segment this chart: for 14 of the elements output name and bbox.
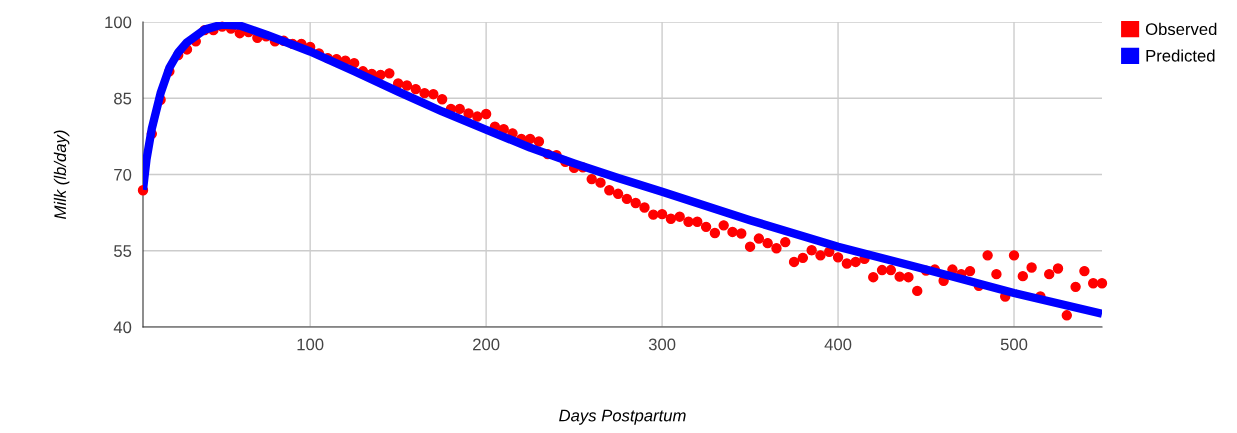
y-axis-title: Milk (lb/day) bbox=[53, 130, 70, 219]
x-tick-label: 100 bbox=[297, 338, 324, 351]
x-tick-label: 400 bbox=[824, 338, 852, 351]
y-tick-label: 55 bbox=[114, 245, 132, 257]
x-tick-label: 300 bbox=[648, 338, 676, 351]
legend-label: Observed bbox=[1145, 22, 1217, 36]
x-tick-label: 500 bbox=[1000, 338, 1028, 351]
x-tick-label: 200 bbox=[473, 338, 500, 351]
x-axis-title: Days Postpartum bbox=[559, 409, 686, 425]
y-tick-label: 40 bbox=[113, 321, 132, 334]
y-tick-label: 85 bbox=[114, 92, 132, 105]
legend-label: Predicted bbox=[1146, 49, 1215, 62]
y-tick-label: 100 bbox=[105, 16, 132, 29]
y-tick-label: 70 bbox=[114, 168, 132, 181]
